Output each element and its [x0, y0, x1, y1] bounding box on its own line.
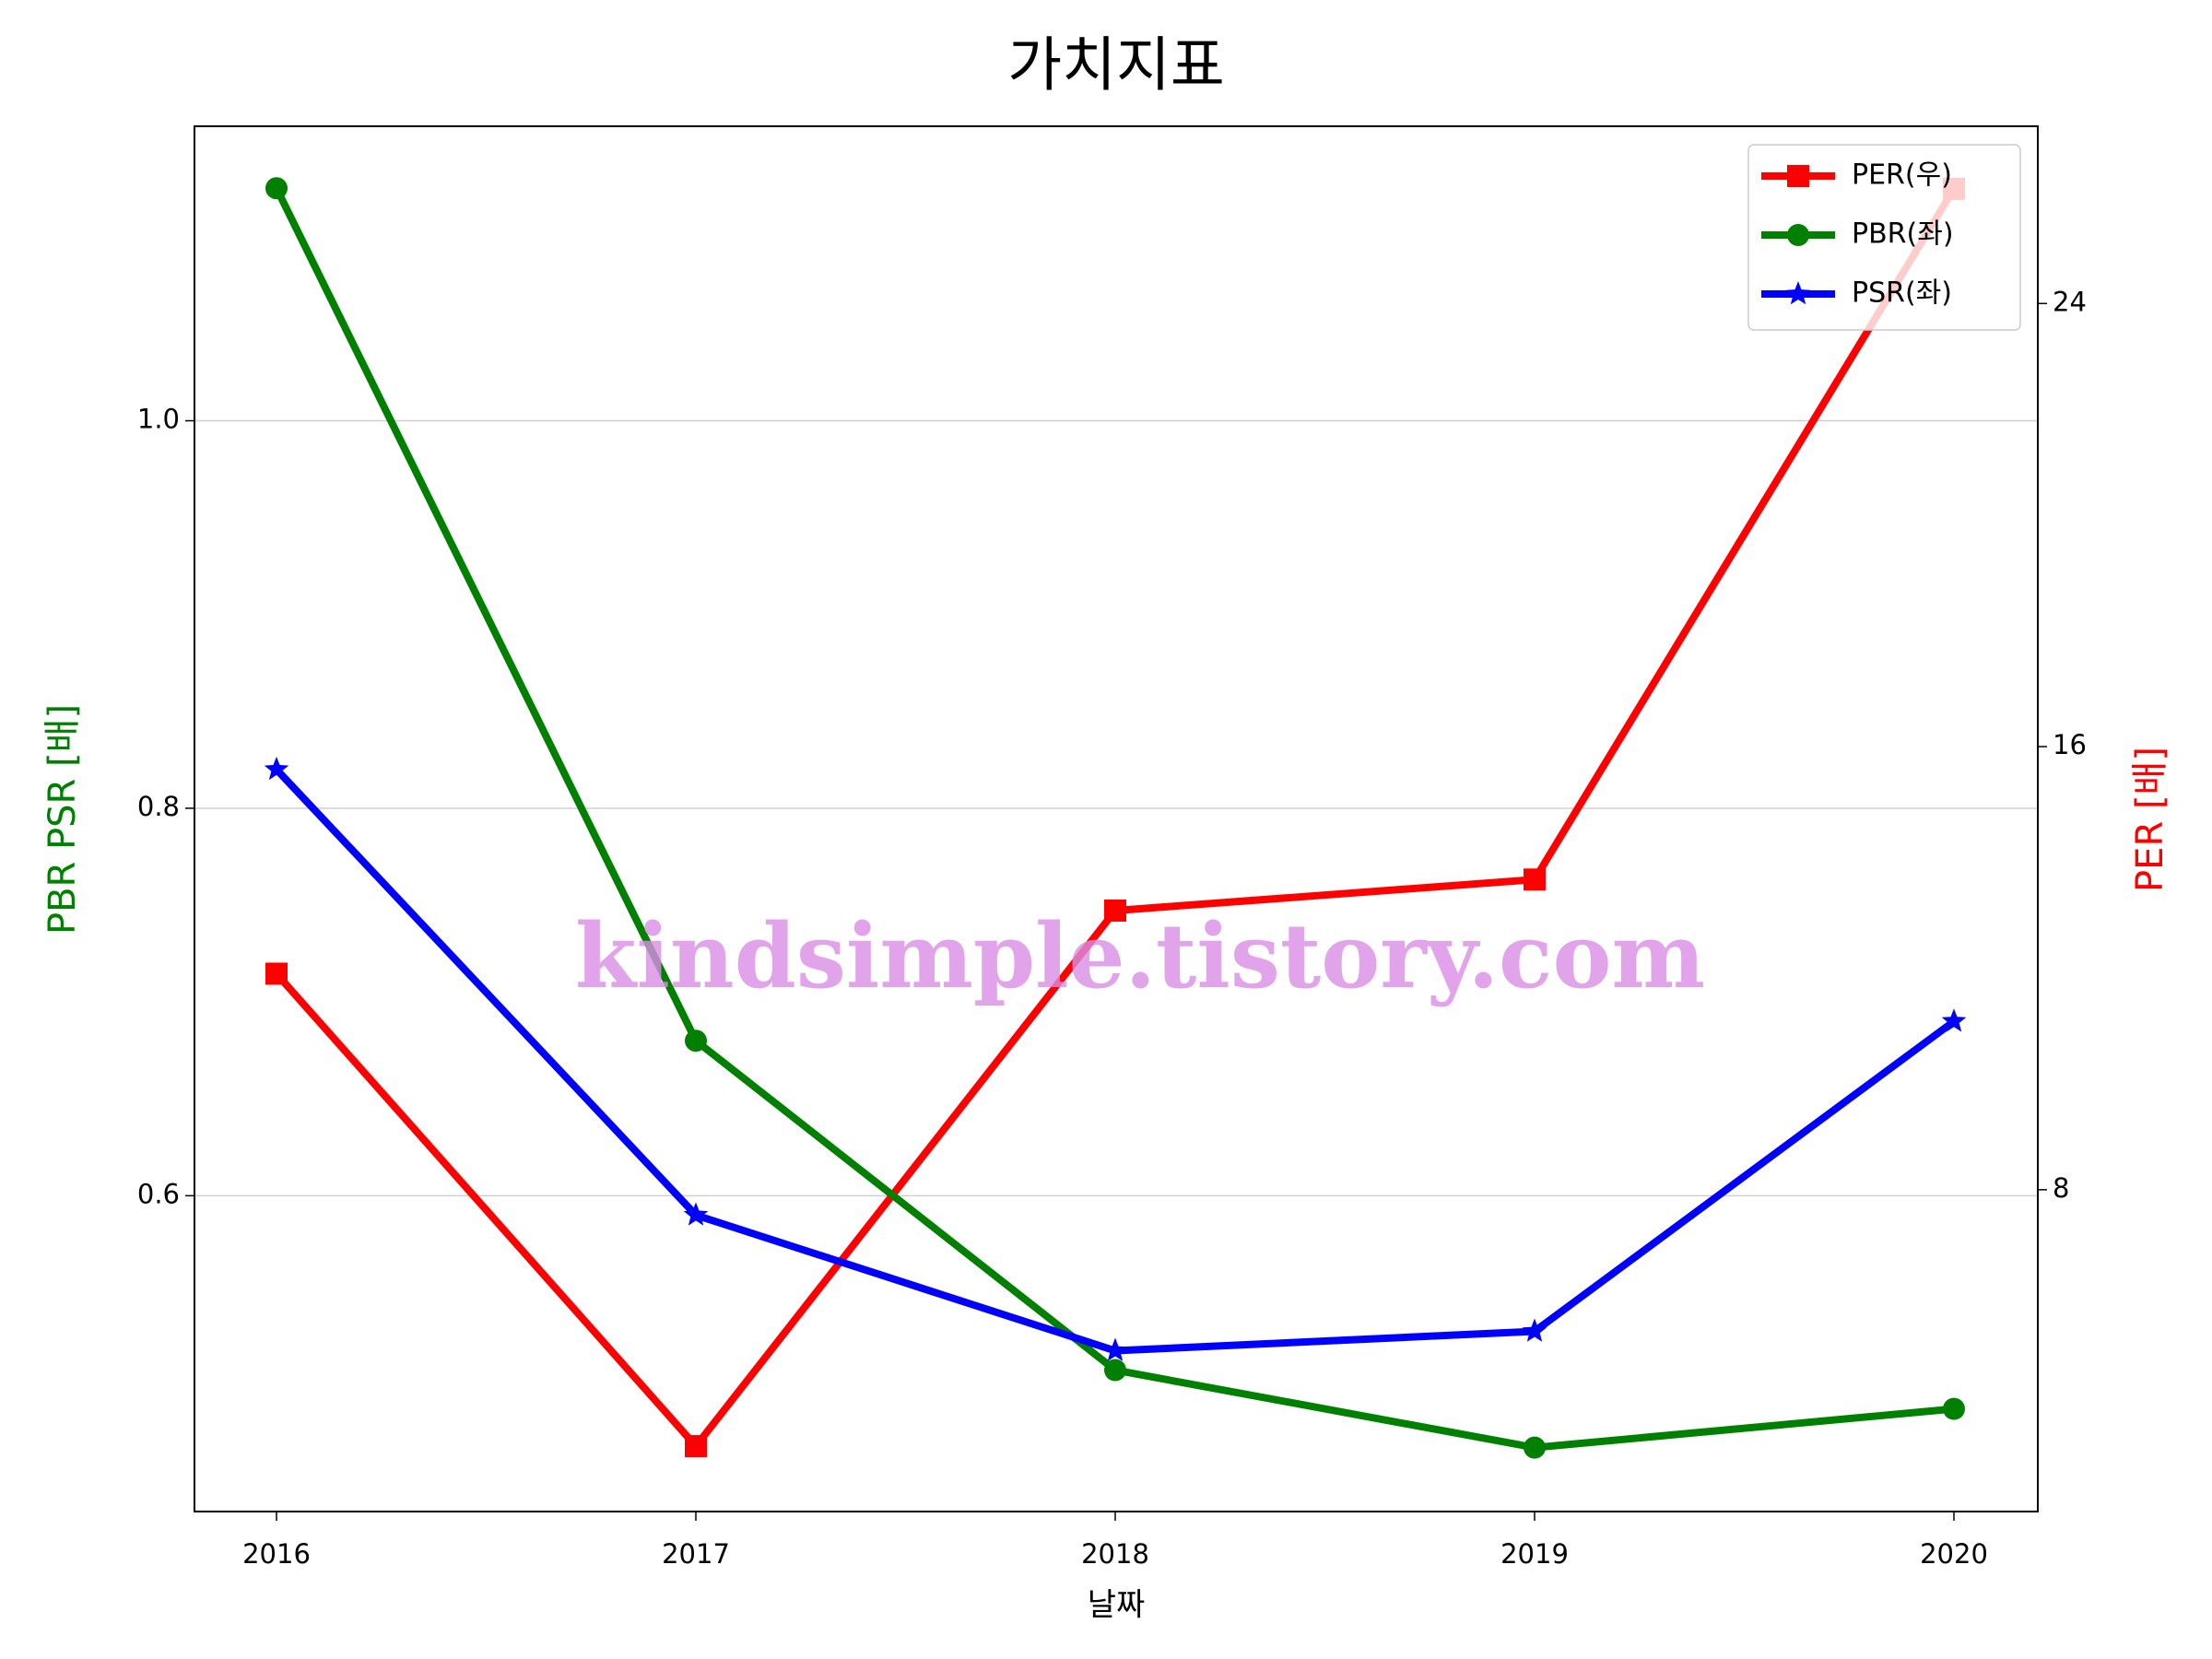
x-tick-label: 2016 — [242, 1538, 311, 1570]
marker — [265, 177, 288, 200]
y2-tick-label: 24 — [2053, 286, 2087, 317]
marker — [685, 1435, 707, 1458]
marker — [1941, 1008, 1967, 1032]
legend-label: PBR(좌) — [1852, 218, 1954, 251]
marker — [1524, 868, 1546, 891]
legend-label: PSR(좌) — [1852, 277, 1952, 310]
marker — [1102, 1337, 1128, 1361]
y-axis-label: PBR PSR [배] — [41, 704, 84, 935]
marker — [1104, 1359, 1126, 1382]
marker — [1522, 1318, 1547, 1342]
marker — [265, 962, 288, 985]
legend-box — [1747, 144, 2021, 331]
marker — [1785, 281, 1811, 305]
marker — [1104, 899, 1126, 922]
y2-tick-label: 8 — [2053, 1172, 2069, 1204]
marker — [1524, 1436, 1546, 1459]
marker — [683, 1202, 709, 1226]
y2-tick-label: 16 — [2053, 729, 2087, 760]
marker — [1787, 224, 1809, 246]
marker — [264, 756, 289, 781]
x-tick-label: 2019 — [1500, 1538, 1569, 1570]
series-line — [274, 767, 1957, 1355]
plot-frame — [194, 125, 2039, 1512]
y-tick-label: 0.8 — [137, 791, 180, 822]
x-tick-label: 2020 — [1920, 1538, 1988, 1570]
legend: PER(우) PBR(좌) PSR(좌) — [1747, 144, 2021, 331]
chart-title: 가치지표 — [1007, 32, 1225, 100]
y-tick-label: 1.0 — [137, 404, 180, 435]
y2-axis-label: PER [배] — [2129, 747, 2171, 892]
series-line — [274, 186, 1958, 1451]
marker — [1787, 165, 1809, 187]
annotation: kindsimple.tistory.com — [575, 904, 1705, 1008]
x-axis-label: 날짜 — [1088, 1587, 1146, 1624]
y-tick-label: 0.6 — [137, 1178, 180, 1209]
marker — [1943, 1397, 1965, 1420]
marker — [685, 1030, 707, 1053]
x-tick-label: 2017 — [662, 1538, 730, 1570]
x-tick-label: 2018 — [1081, 1538, 1149, 1570]
legend-label: PER(우) — [1852, 159, 1952, 192]
